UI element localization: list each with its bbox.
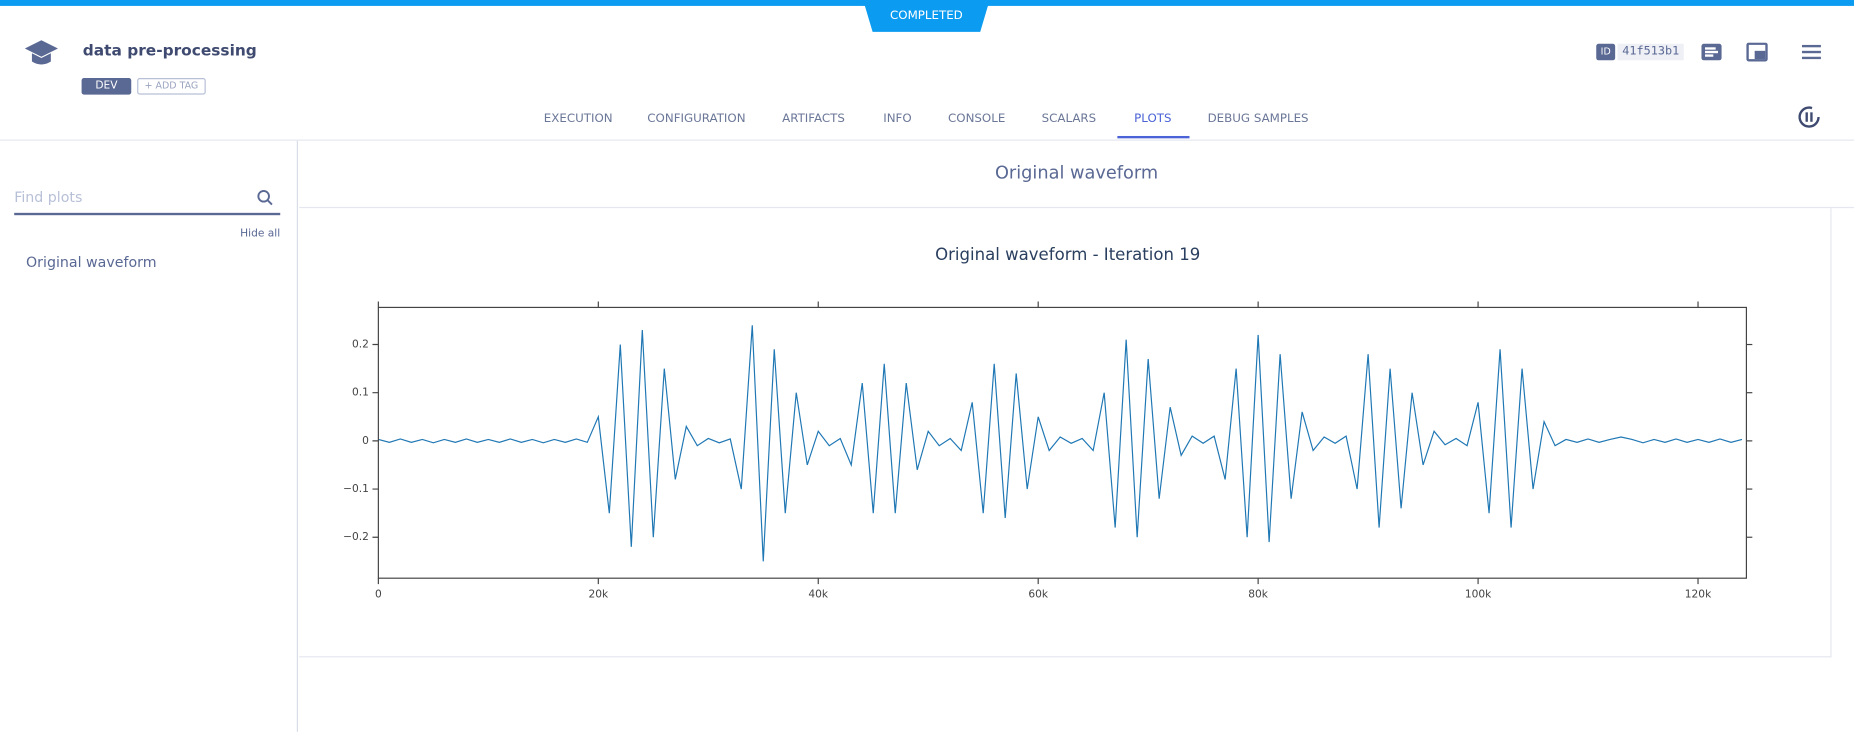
plot-frame [377,306,1747,579]
chart-title: Original waveform - Iteration 19 [935,245,1200,264]
tab[interactable]: EXECUTION [543,112,613,126]
tab[interactable]: PLOTS [1134,112,1172,126]
sidebar-border [296,140,298,732]
panel-divider [299,206,1854,209]
tag[interactable]: DEV [81,78,132,95]
x-tick-label: 0 [375,588,382,601]
x-tick-label: 20k [588,588,609,601]
tab[interactable]: CONSOLE [948,112,1006,126]
search-placeholder[interactable]: Find plots [14,189,83,206]
task-title: data pre-processing [82,42,257,61]
status-text: COMPLETED [890,9,963,23]
x-tick-label: 40k [808,588,829,601]
active-tab-underline [1117,135,1190,139]
y-tick-label: 0.1 [352,386,369,399]
tab[interactable]: SCALARS [1041,112,1097,126]
tab[interactable]: INFO [883,112,912,126]
tab[interactable]: ARTIFACTS [782,112,845,126]
tab[interactable]: DEBUG SAMPLES [1207,112,1309,126]
logo [24,40,58,65]
id-label: ID [1596,43,1616,61]
tab[interactable]: CONFIGURATION [647,112,746,126]
waveform-line [378,325,1743,562]
panel-title: Original waveform [994,161,1159,184]
x-tick-label: 80k [1248,588,1269,601]
x-tick-label: 60k [1028,588,1049,601]
search-underline [14,212,281,216]
add-tag[interactable]: + ADD TAG [137,78,206,95]
y-tick-label: 0 [362,434,369,447]
y-tick-label: 0.2 [352,338,369,351]
y-tick-label: −0.2 [343,530,369,543]
task-id[interactable]: 41f513b1 [1617,43,1684,61]
chart-card [299,208,1832,658]
y-tick-label: −0.1 [343,482,369,495]
divider [0,139,1854,141]
plot-list-item[interactable]: Original waveform [26,254,157,271]
search-icon[interactable] [257,189,274,206]
chart: Original waveform - Iteration 19 −0.2 −0.… [343,245,1753,601]
refresh-icon[interactable] [1796,105,1822,131]
hide-all[interactable]: Hide all [240,228,281,241]
x-tick-label: 100k [1465,588,1492,601]
x-tick-label: 120k [1685,588,1712,601]
status-badge [863,0,990,32]
toolbar-icons[interactable] [1700,42,1842,64]
